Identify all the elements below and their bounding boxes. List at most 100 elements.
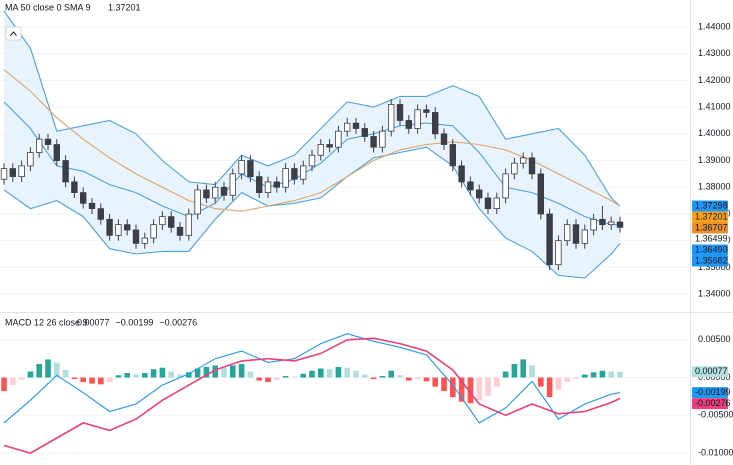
y-tick-label: 0.00500 bbox=[698, 334, 731, 344]
histogram-bar bbox=[194, 368, 201, 378]
histogram-bar bbox=[45, 359, 51, 378]
histogram-bar bbox=[142, 373, 148, 378]
candle-body bbox=[124, 224, 131, 231]
candle-body bbox=[511, 162, 518, 175]
y-tick-label: 1.40000 bbox=[698, 128, 731, 138]
histogram-bar bbox=[18, 377, 25, 380]
legend-title: MACD 12 26 close 9 bbox=[5, 317, 88, 327]
histogram-bar bbox=[247, 371, 254, 378]
y-tick-label: 1.35000 bbox=[698, 262, 731, 272]
histogram-bar bbox=[300, 373, 306, 378]
histogram-bar bbox=[608, 371, 614, 378]
legend: MA 50 close 0 SMA 9 1.37201 MACD 12 26 c… bbox=[5, 2, 141, 327]
candle-body bbox=[608, 221, 615, 226]
histogram-bar bbox=[344, 367, 350, 378]
candle-body bbox=[581, 229, 588, 244]
histogram-bar bbox=[291, 376, 298, 378]
signal-line bbox=[3, 337, 621, 454]
y-tick-label: 1.44000 bbox=[698, 21, 731, 31]
candle-body bbox=[599, 218, 606, 226]
candle-body bbox=[299, 165, 307, 180]
histogram-bar bbox=[212, 365, 218, 378]
candle-body bbox=[255, 176, 263, 193]
histogram-bar bbox=[432, 377, 438, 387]
histogram-bar bbox=[80, 377, 86, 383]
histogram-bar bbox=[203, 366, 210, 378]
histogram-bar bbox=[150, 369, 157, 378]
histogram-bar bbox=[282, 376, 289, 378]
histogram-bar bbox=[168, 371, 174, 378]
histogram-bar bbox=[379, 376, 386, 378]
collapse-button[interactable] bbox=[5, 26, 22, 41]
candle-body bbox=[405, 120, 412, 129]
price-badge-label: 1.36707 bbox=[695, 222, 728, 232]
candle-body bbox=[616, 221, 624, 228]
histogram-bar bbox=[555, 377, 562, 390]
marks-layer bbox=[0, 99, 624, 454]
candle-body bbox=[520, 157, 527, 164]
candle-body bbox=[0, 168, 8, 180]
bollinger-lower bbox=[3, 146, 621, 279]
histogram-bar bbox=[1, 377, 7, 392]
histogram-bar bbox=[397, 375, 403, 378]
candle-body bbox=[317, 144, 324, 156]
price-badge bbox=[692, 211, 728, 223]
y-tick-label: 1.34000 bbox=[698, 288, 731, 298]
histogram-bar bbox=[502, 371, 509, 378]
histogram-bar bbox=[546, 377, 553, 398]
candle-body bbox=[484, 197, 492, 210]
candle-body bbox=[431, 112, 439, 135]
price-badge-label: 1.36499 bbox=[695, 233, 728, 243]
price-badge bbox=[692, 387, 728, 399]
candle-body bbox=[423, 109, 430, 113]
histogram-bar bbox=[450, 377, 456, 398]
candle-body bbox=[44, 138, 52, 145]
price-badge bbox=[692, 200, 728, 212]
histogram-bar bbox=[414, 377, 421, 380]
histogram-bar bbox=[353, 370, 359, 378]
histogram-bar bbox=[62, 369, 69, 378]
bollinger-upper bbox=[3, 10, 621, 207]
macd-line bbox=[3, 333, 621, 424]
histogram-bar bbox=[89, 377, 95, 384]
axis-layer: 1.340001.350001.360001.370001.380001.390… bbox=[692, 21, 733, 457]
candle-body bbox=[80, 192, 87, 204]
candle-body bbox=[176, 226, 184, 236]
histogram-bar bbox=[98, 377, 104, 385]
histogram-bar bbox=[36, 363, 42, 378]
histogram-bar bbox=[511, 363, 518, 378]
histogram-bar bbox=[590, 372, 597, 378]
histogram-bar bbox=[318, 368, 324, 378]
histogram-bar bbox=[458, 377, 465, 402]
histogram-bar bbox=[221, 367, 227, 378]
histogram-bar bbox=[27, 371, 34, 378]
histogram-bar bbox=[388, 370, 394, 378]
histogram-bar bbox=[335, 366, 342, 378]
histogram-bar bbox=[494, 377, 500, 387]
candle-body bbox=[414, 109, 421, 129]
candle-body bbox=[27, 152, 34, 167]
collapse-icon bbox=[10, 31, 17, 36]
histogram-bar bbox=[617, 371, 623, 378]
band-fill bbox=[4, 11, 620, 279]
candle-body bbox=[528, 157, 536, 175]
candle-body bbox=[71, 181, 78, 193]
y-tick-label: 1.38000 bbox=[698, 182, 731, 192]
histogram-bar bbox=[238, 363, 245, 378]
histogram-bar bbox=[54, 362, 60, 378]
histogram-bar bbox=[423, 377, 430, 382]
price-badge bbox=[692, 366, 728, 378]
histogram-bar bbox=[309, 370, 315, 378]
histogram-bar bbox=[485, 377, 491, 396]
candle-body bbox=[264, 181, 272, 193]
candle-body bbox=[555, 240, 562, 266]
candle-body bbox=[449, 144, 456, 167]
histogram-bar bbox=[520, 359, 526, 378]
candle-body bbox=[36, 138, 43, 153]
price-badge-label: 1.36490 bbox=[695, 244, 728, 254]
candle-body bbox=[308, 154, 316, 167]
candle-body bbox=[9, 168, 16, 177]
price-badge bbox=[692, 255, 728, 267]
legend-value: −0.00199 bbox=[116, 317, 154, 327]
